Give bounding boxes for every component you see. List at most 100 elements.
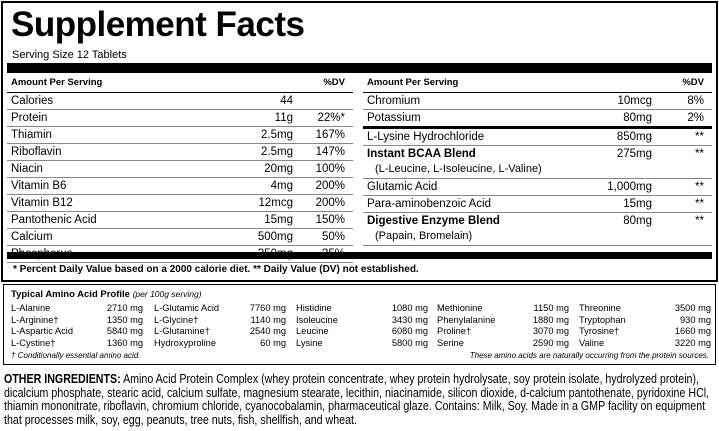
nutrient-row: Calcium 500mg 50% bbox=[7, 229, 353, 246]
nutrient-amount: 15mg bbox=[623, 198, 652, 210]
nutrient-row: Riboflavin 2.5mg 147% bbox=[7, 144, 353, 161]
nutrient-row: Para-aminobenzoic Acid 15mg ** bbox=[363, 196, 712, 213]
amino-row: Tryptophan 930 mg bbox=[579, 315, 711, 327]
amino-name: Serine bbox=[437, 337, 464, 348]
amino-row: L-Arginine† 1350 mg bbox=[11, 315, 143, 327]
amino-note: These amino acids are naturally occurrin… bbox=[469, 351, 709, 360]
amino-row: L-Cystine† 1360 mg bbox=[11, 338, 143, 350]
nutrient-detail: (L-Leucine, L-Isoleucine, L-Valine) bbox=[375, 163, 542, 175]
amino-name: Hydroxyproline bbox=[154, 337, 217, 348]
nutrient-row: Calories 44 bbox=[7, 93, 353, 110]
amino-name: L-Glycine† bbox=[154, 314, 199, 325]
nutrient-name: Thiamin bbox=[11, 129, 52, 141]
amino-amount: 2710 mg bbox=[106, 303, 143, 313]
nutrient-name: Para-aminobenzoic Acid bbox=[367, 198, 492, 210]
amino-note: † Conditionally essential amino acid. bbox=[11, 351, 141, 360]
amino-amount: 1080 mg bbox=[391, 303, 428, 313]
nutrient-name: Niacin bbox=[11, 163, 43, 175]
amino-column: Histidine 1080 mg Isoleucine 3430 mg Leucine… bbox=[296, 303, 428, 349]
nutrient-amount: 1,000mg bbox=[607, 181, 652, 193]
amino-row: L-Aspartic Acid 5840 mg bbox=[11, 326, 143, 338]
nutrient-dv: 22%* bbox=[317, 112, 346, 124]
nutrient-row: Thiamin 2.5mg 167% bbox=[7, 127, 353, 144]
nutrient-dv: 200% bbox=[315, 180, 345, 192]
other-ingredients: OTHER INGREDIENTS: Amino Acid Protein Co… bbox=[4, 372, 713, 426]
nutrient-row: Digestive Enzyme Blend 80mg ** (Papain, Bro… bbox=[363, 213, 712, 246]
nutrient-name: Instant BCAA Blend bbox=[367, 148, 476, 160]
nutrient-name: Protein bbox=[11, 112, 48, 124]
other-ingredients-label: OTHER INGREDIENTS: bbox=[4, 371, 121, 386]
amino-name: L-Aspartic Acid bbox=[11, 326, 74, 336]
amino-amount: 1150 mg bbox=[533, 303, 570, 313]
header-amount: Amount Per Serving bbox=[11, 77, 103, 88]
amino-subtitle: (per 100g serving) bbox=[132, 289, 202, 299]
amino-name: L-Arginine† bbox=[11, 314, 59, 325]
amino-amount: 1350 mg bbox=[106, 314, 143, 325]
header-dv: %DV bbox=[682, 77, 704, 88]
amino-name: L-Glutamine† bbox=[154, 326, 210, 336]
nutrient-amount: 44 bbox=[280, 95, 293, 107]
amino-profile-box: Typical Amino Acid Profile (per 100g ser… bbox=[3, 284, 716, 365]
nutrient-row: L-Lysine Hydrochloride 850mg ** bbox=[363, 129, 712, 146]
amino-amount: 3500 mg bbox=[674, 303, 711, 313]
nutrient-dv: 2% bbox=[687, 112, 704, 124]
nutrient-dv: ** bbox=[695, 181, 704, 193]
nutrient-row: Vitamin B6 4mg 200% bbox=[7, 178, 353, 195]
nutrient-dv: 167% bbox=[315, 129, 345, 141]
amino-row: Hydroxyproline 60 mg bbox=[154, 338, 286, 350]
amino-amount: 3070 mg bbox=[532, 326, 569, 336]
amino-row: L-Glycine† 1140 mg bbox=[154, 315, 286, 327]
amino-row: Tyrosine† 1660 mg bbox=[579, 326, 711, 338]
amino-name: Phenylalanine bbox=[437, 314, 496, 325]
amino-name: Methionine bbox=[437, 303, 483, 313]
amino-column: L-Glutamic Acid 7760 mg L-Glycine† 1140 mg L… bbox=[154, 303, 286, 349]
panel: Amount Per Serving %DV Calories 44 Protein 11… bbox=[7, 74, 353, 263]
amino-row: Leucine 6080 mg bbox=[296, 326, 428, 338]
nutrient-name: Pantothenic Acid bbox=[11, 214, 97, 226]
amino-amount: 1360 mg bbox=[106, 337, 143, 348]
nutrient-amount: 2.5mg bbox=[261, 146, 293, 158]
nutrient-row: Potassium 80mg 2% bbox=[363, 110, 712, 129]
nutrient-name: Calcium bbox=[11, 231, 53, 243]
nutrient-amount: 12mcg bbox=[258, 197, 293, 209]
nutrient-row: Protein 11g 22%* bbox=[7, 110, 353, 127]
amino-row: Isoleucine 3430 mg bbox=[296, 315, 428, 327]
nutrient-row: Chromium 10mcg 8% bbox=[363, 93, 712, 110]
amino-amount: 2540 mg bbox=[249, 326, 286, 336]
amino-row: Threonine 3500 mg bbox=[579, 303, 711, 315]
amino-row: Histidine 1080 mg bbox=[296, 303, 428, 315]
amino-row: Methionine 1150 mg bbox=[437, 303, 569, 315]
amino-name: Valine bbox=[579, 337, 605, 348]
amino-name: L-Alanine bbox=[11, 303, 51, 313]
nutrient-dv: ** bbox=[695, 131, 704, 143]
nutrient-dv: 100% bbox=[315, 163, 345, 175]
nutrient-dv: ** bbox=[695, 215, 704, 227]
amino-name: L-Cystine† bbox=[11, 337, 56, 348]
nutrient-name: Vitamin B6 bbox=[11, 180, 67, 192]
nutrient-name: Chromium bbox=[367, 95, 421, 107]
header-amount: Amount Per Serving bbox=[367, 77, 459, 88]
amino-name: Isoleucine bbox=[296, 314, 338, 325]
nutrient-dv: 150% bbox=[315, 214, 345, 226]
header-dv: %DV bbox=[323, 77, 345, 88]
amino-row: Phenylalanine 1880 mg bbox=[437, 315, 569, 327]
nutrient-amount: 10mcg bbox=[617, 95, 652, 107]
nutrient-amount: 4mg bbox=[270, 180, 293, 192]
nutrient-amount: 15mg bbox=[264, 214, 293, 226]
amino-row: Lysine 5800 mg bbox=[296, 338, 428, 350]
amino-name: L-Glutamic Acid bbox=[154, 303, 220, 313]
nutrient-amount: 850mg bbox=[616, 131, 652, 143]
amino-title: Typical Amino Acid Profile (per 100g ser… bbox=[11, 289, 202, 300]
amino-row: Valine 3220 mg bbox=[579, 338, 711, 350]
amino-amount: 1140 mg bbox=[250, 314, 287, 325]
thick-rule bbox=[7, 252, 712, 259]
nutrient-amount: 11g bbox=[274, 112, 293, 124]
nutrient-row: Instant BCAA Blend 275mg ** (L-Leucine, L-I… bbox=[363, 146, 712, 179]
amino-name: Lysine bbox=[296, 337, 323, 348]
supplement-facts-box: Supplement Facts Serving Size 12 Tablets… bbox=[1, 1, 718, 282]
amino-amount: 5800 mg bbox=[391, 337, 428, 348]
amino-amount: 3430 mg bbox=[391, 314, 428, 325]
nutrient-dv: 8% bbox=[687, 95, 704, 107]
amino-column: L-Alanine 2710 mg L-Arginine† 1350 mg L-Aspa… bbox=[11, 303, 143, 349]
